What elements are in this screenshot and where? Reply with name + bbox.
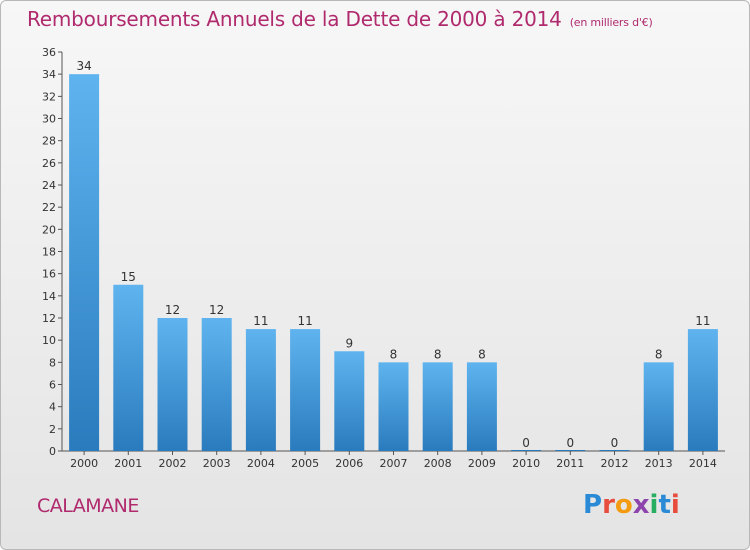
y-tick-label: 0 [49, 445, 56, 458]
bar-value-label: 11 [297, 314, 312, 328]
bar [290, 329, 321, 451]
chart-subtitle: (en milliers d'€) [569, 16, 653, 29]
x-tick-label: 2008 [424, 457, 452, 470]
logo-letter: i [670, 490, 680, 520]
bar-value-label: 34 [76, 59, 91, 73]
bar-value-label: 8 [655, 347, 663, 361]
bar-value-label: 12 [165, 303, 180, 317]
bar-value-label: 12 [209, 303, 224, 317]
bar [643, 362, 674, 451]
logo-letter: x [632, 490, 650, 520]
chart-title: Remboursements Annuels de la Dette de 20… [27, 7, 653, 31]
y-tick-label: 28 [42, 135, 56, 148]
bar [113, 284, 144, 451]
bar-value-label: 11 [253, 314, 268, 328]
bar-value-label: 0 [522, 436, 530, 450]
x-tick-label: 2001 [114, 457, 142, 470]
x-tick-label: 2002 [159, 457, 187, 470]
bar [378, 362, 409, 451]
x-tick-label: 2011 [556, 457, 584, 470]
logo-letter: i [649, 490, 659, 520]
bar-value-label: 0 [611, 436, 619, 450]
x-tick-label: 2003 [203, 457, 231, 470]
x-tick-label: 2006 [335, 457, 363, 470]
bar [245, 329, 276, 451]
bar-value-label: 8 [390, 347, 398, 361]
bar [422, 362, 453, 451]
chart-title-text: Remboursements Annuels de la Dette de 20… [27, 7, 562, 31]
y-tick-label: 22 [42, 201, 56, 214]
logo-letter: r [602, 490, 615, 520]
logo-letter: o [614, 490, 633, 520]
y-tick-label: 30 [42, 113, 56, 126]
y-tick-label: 36 [42, 46, 56, 59]
x-tick-label: 2012 [601, 457, 629, 470]
bar [157, 318, 188, 451]
y-tick-label: 12 [42, 312, 56, 325]
proxiti-logo[interactable]: Proxiti [583, 490, 680, 520]
bar-value-label: 11 [695, 314, 710, 328]
x-tick-label: 2013 [645, 457, 673, 470]
y-tick-label: 26 [42, 157, 56, 170]
y-tick-label: 10 [42, 334, 56, 347]
bar-value-label: 8 [478, 347, 486, 361]
bar [334, 351, 365, 451]
commune-name: CALAMANE [37, 495, 139, 517]
x-tick-label: 2014 [689, 457, 717, 470]
bar [687, 329, 718, 451]
x-tick-label: 2000 [70, 457, 98, 470]
bar-value-label: 0 [566, 436, 574, 450]
y-tick-label: 8 [49, 356, 56, 369]
y-tick-label: 4 [49, 401, 56, 414]
bar [201, 318, 232, 451]
y-tick-label: 6 [49, 379, 56, 392]
logo-letter: t [658, 490, 671, 520]
x-tick-label: 2004 [247, 457, 275, 470]
y-tick-label: 34 [42, 68, 56, 81]
y-tick-label: 16 [42, 268, 56, 281]
y-tick-label: 20 [42, 223, 56, 236]
bar-value-label: 9 [345, 336, 353, 350]
x-tick-label: 2005 [291, 457, 319, 470]
bar [69, 74, 100, 452]
logo-letter: P [583, 490, 603, 520]
y-tick-label: 24 [42, 179, 56, 192]
y-tick-label: 18 [42, 246, 56, 259]
x-tick-label: 2009 [468, 457, 496, 470]
bar-value-label: 15 [121, 270, 136, 284]
y-tick-label: 2 [49, 423, 56, 436]
y-tick-label: 32 [42, 90, 56, 103]
bar-value-label: 8 [434, 347, 442, 361]
x-tick-label: 2010 [512, 457, 540, 470]
bar [466, 362, 497, 451]
y-tick-label: 14 [42, 290, 56, 303]
x-tick-label: 2007 [380, 457, 408, 470]
